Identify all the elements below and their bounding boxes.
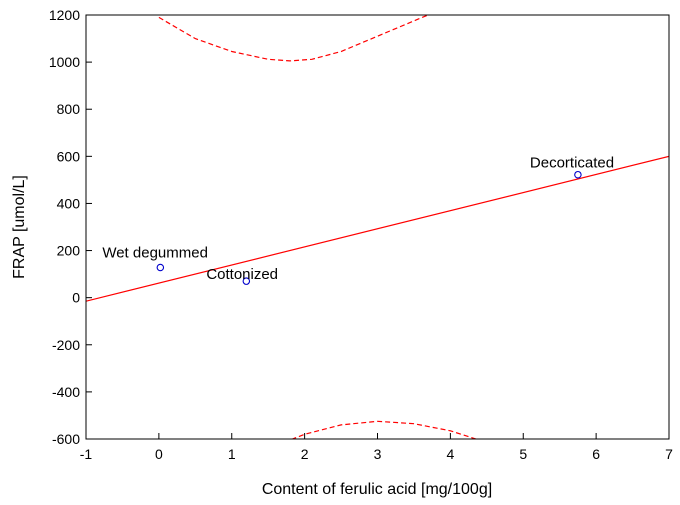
- y-tick-label-6: 600: [57, 148, 81, 164]
- y-tick-label-3: 0: [72, 290, 80, 306]
- x-tick-label-5: 4: [446, 446, 454, 462]
- data-point-1: [242, 277, 251, 285]
- x-tick-label-0: -1: [80, 446, 93, 462]
- x-tick-label-1: 0: [155, 446, 163, 462]
- x-tick-label-6: 5: [519, 446, 527, 462]
- x-axis-title: Content of ferulic acid [mg/100g]: [262, 481, 492, 498]
- point-label-1: Cottonized: [206, 266, 278, 283]
- y-tick-label-8: 1000: [49, 54, 80, 70]
- data-point-0: [156, 263, 165, 272]
- point-label-0: Wet degummed: [102, 245, 208, 262]
- y-tick-label-5: 400: [57, 195, 81, 211]
- y-tick-label-1: -400: [52, 384, 80, 400]
- y-tick-label-4: 200: [57, 243, 81, 259]
- data-point-2: [574, 170, 582, 179]
- y-axis-title: FRAP [umol/L]: [11, 175, 28, 279]
- x-tick-label-7: 6: [592, 446, 600, 462]
- point-labels: Wet degummed Cottonized Decorticated: [102, 155, 614, 283]
- y-tick-label-2: -200: [52, 337, 80, 353]
- point-label-2: Decorticated: [530, 155, 614, 172]
- regression-line: [86, 155, 669, 302]
- x-tick-label-2: 1: [228, 446, 236, 462]
- plot-area: [86, 15, 669, 439]
- y-tick-label-9: 1200: [49, 7, 80, 23]
- confidence-band-upper: [158, 15, 430, 62]
- x-tick-label-8: 7: [665, 446, 673, 462]
- y-tick-label-0: -600: [52, 431, 80, 447]
- plot-frame: [85, 14, 670, 440]
- x-tick-label-3: 2: [301, 446, 309, 462]
- x-tick-label-4: 3: [374, 446, 382, 462]
- y-tick-label-7: 800: [57, 101, 81, 117]
- axis-ticks: -1 0 1 2 3 4 5 6 7 -600 -400 -200 0 200 400 600 800 1000 1…: [49, 7, 673, 462]
